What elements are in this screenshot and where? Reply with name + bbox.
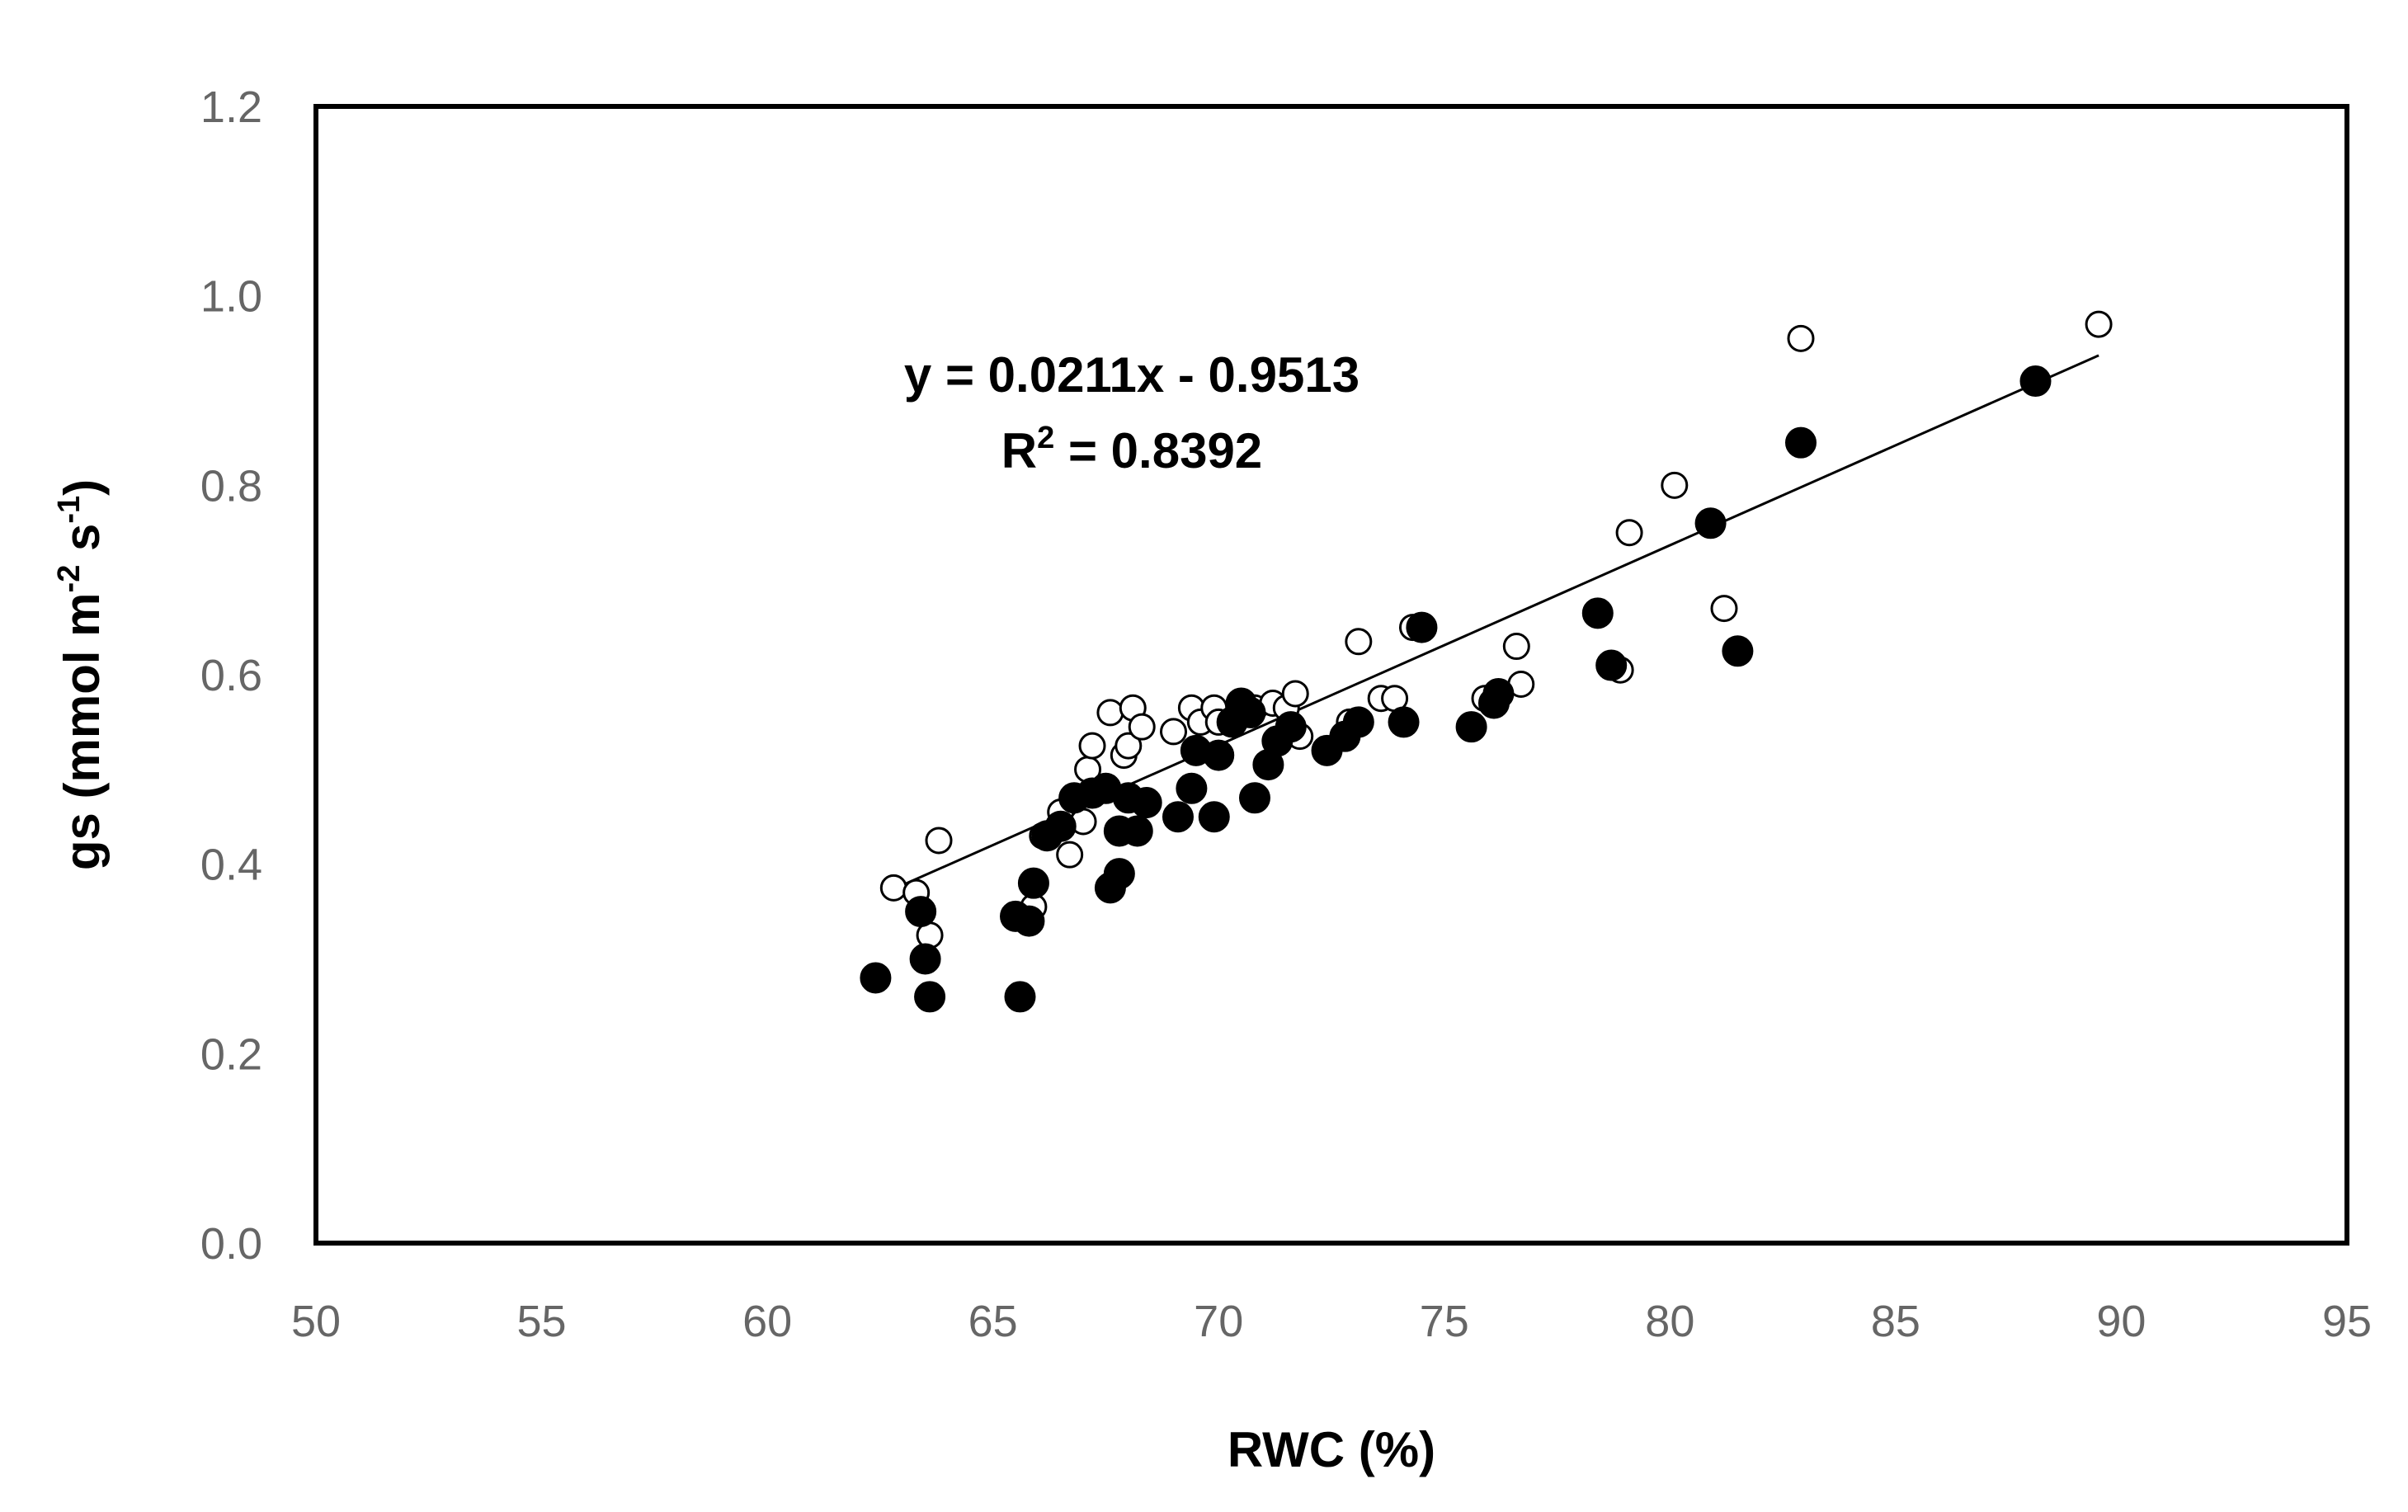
filled-data-point xyxy=(1044,810,1077,842)
filled-data-point xyxy=(860,962,892,994)
y-axis-title-sup-1: -2 xyxy=(52,565,87,593)
x-axis-tick-labels: 50 55 60 65 70 75 80 85 90 95 xyxy=(291,1297,2372,1346)
filled-data-point xyxy=(914,981,946,1013)
y-tick-label: 0.8 xyxy=(200,461,262,511)
y-tick-label: 0.2 xyxy=(200,1029,262,1079)
filled-data-point xyxy=(1162,801,1194,833)
open-data-point xyxy=(1710,595,1738,623)
filled-data-point xyxy=(1238,782,1270,814)
filled-data-point xyxy=(1121,815,1153,847)
open-data-point xyxy=(1661,471,1689,499)
filled-data-point xyxy=(1694,507,1727,539)
filled-data-point xyxy=(1722,635,1754,667)
open-data-point xyxy=(1345,628,1373,656)
open-data-point xyxy=(1114,732,1143,760)
x-tick-label: 90 xyxy=(2096,1297,2146,1346)
open-data-point xyxy=(1096,699,1124,727)
x-tick-label: 95 xyxy=(2322,1297,2372,1346)
filled-data-point xyxy=(1130,787,1162,819)
y-axis-title-part-3: ) xyxy=(54,479,110,496)
y-axis-title-sup-2: -1 xyxy=(52,496,87,524)
x-tick-label: 85 xyxy=(1871,1297,1920,1346)
x-tick-label: 65 xyxy=(968,1297,1018,1346)
filled-data-point xyxy=(1017,867,1049,899)
open-data-point xyxy=(879,874,907,902)
open-data-point xyxy=(1160,718,1188,746)
filled-data-point xyxy=(1342,706,1374,738)
r-squared-prefix: R xyxy=(1001,423,1037,478)
open-data-point xyxy=(2085,310,2113,338)
x-tick-label: 80 xyxy=(1645,1297,1694,1346)
r-squared-value: = 0.8392 xyxy=(1054,423,1262,478)
y-tick-label: 0.4 xyxy=(200,841,262,890)
filled-data-point xyxy=(1581,597,1614,629)
open-data-point xyxy=(925,827,953,855)
open-data-point xyxy=(1615,519,1643,547)
x-tick-label: 75 xyxy=(1420,1297,1469,1346)
open-data-point xyxy=(1128,713,1156,741)
filled-data-point xyxy=(1455,711,1487,743)
x-axis-title: RWC (%) xyxy=(1228,1422,1435,1477)
x-tick-label: 50 xyxy=(291,1297,341,1346)
x-tick-label: 70 xyxy=(1194,1297,1243,1346)
y-tick-label: 0.6 xyxy=(200,651,262,700)
y-tick-label: 1.2 xyxy=(200,82,262,132)
y-axis-tick-labels: 0.0 0.2 0.4 0.6 0.8 1.0 1.2 xyxy=(200,82,262,1269)
filled-data-point xyxy=(2019,365,2052,398)
filled-data-point xyxy=(909,943,941,975)
open-data-point xyxy=(1078,732,1106,760)
filled-data-point xyxy=(1004,981,1036,1013)
open-data-point xyxy=(1502,633,1530,661)
filled-data-point xyxy=(1198,801,1230,833)
filled-data-point xyxy=(1388,706,1420,738)
filled-data-point xyxy=(1013,905,1045,937)
open-data-point xyxy=(1281,680,1309,708)
filled-data-point xyxy=(1406,611,1438,643)
filled-data-point xyxy=(905,896,937,928)
y-tick-label: 1.0 xyxy=(200,272,262,322)
data-points xyxy=(860,310,2113,1013)
filled-data-point xyxy=(1482,677,1515,709)
x-tick-label: 55 xyxy=(517,1297,567,1346)
y-axis-title-part-2: s xyxy=(54,524,110,565)
open-data-point xyxy=(1787,324,1815,352)
y-axis-title-part-1: gs (mmol m xyxy=(54,592,110,870)
r-squared-superscript: 2 xyxy=(1037,421,1054,455)
x-tick-label: 60 xyxy=(742,1297,792,1346)
filled-data-point xyxy=(1275,711,1307,743)
filled-data-point xyxy=(1784,426,1817,459)
open-data-point xyxy=(1056,841,1084,869)
filled-data-point xyxy=(1595,649,1628,681)
filled-data-point xyxy=(1176,772,1208,804)
y-tick-label: 0.0 xyxy=(200,1219,262,1269)
filled-data-point xyxy=(1203,739,1235,771)
filled-data-point xyxy=(1234,696,1266,728)
equation-label: y = 0.0211x - 0.9513 xyxy=(904,347,1360,403)
y-axis-title: gs (mmol m-2 s-1) xyxy=(52,479,110,870)
r-squared-label: R2 = 0.8392 xyxy=(1001,421,1262,478)
filled-data-point xyxy=(1103,858,1135,890)
plot-area-frame xyxy=(313,104,2349,1246)
